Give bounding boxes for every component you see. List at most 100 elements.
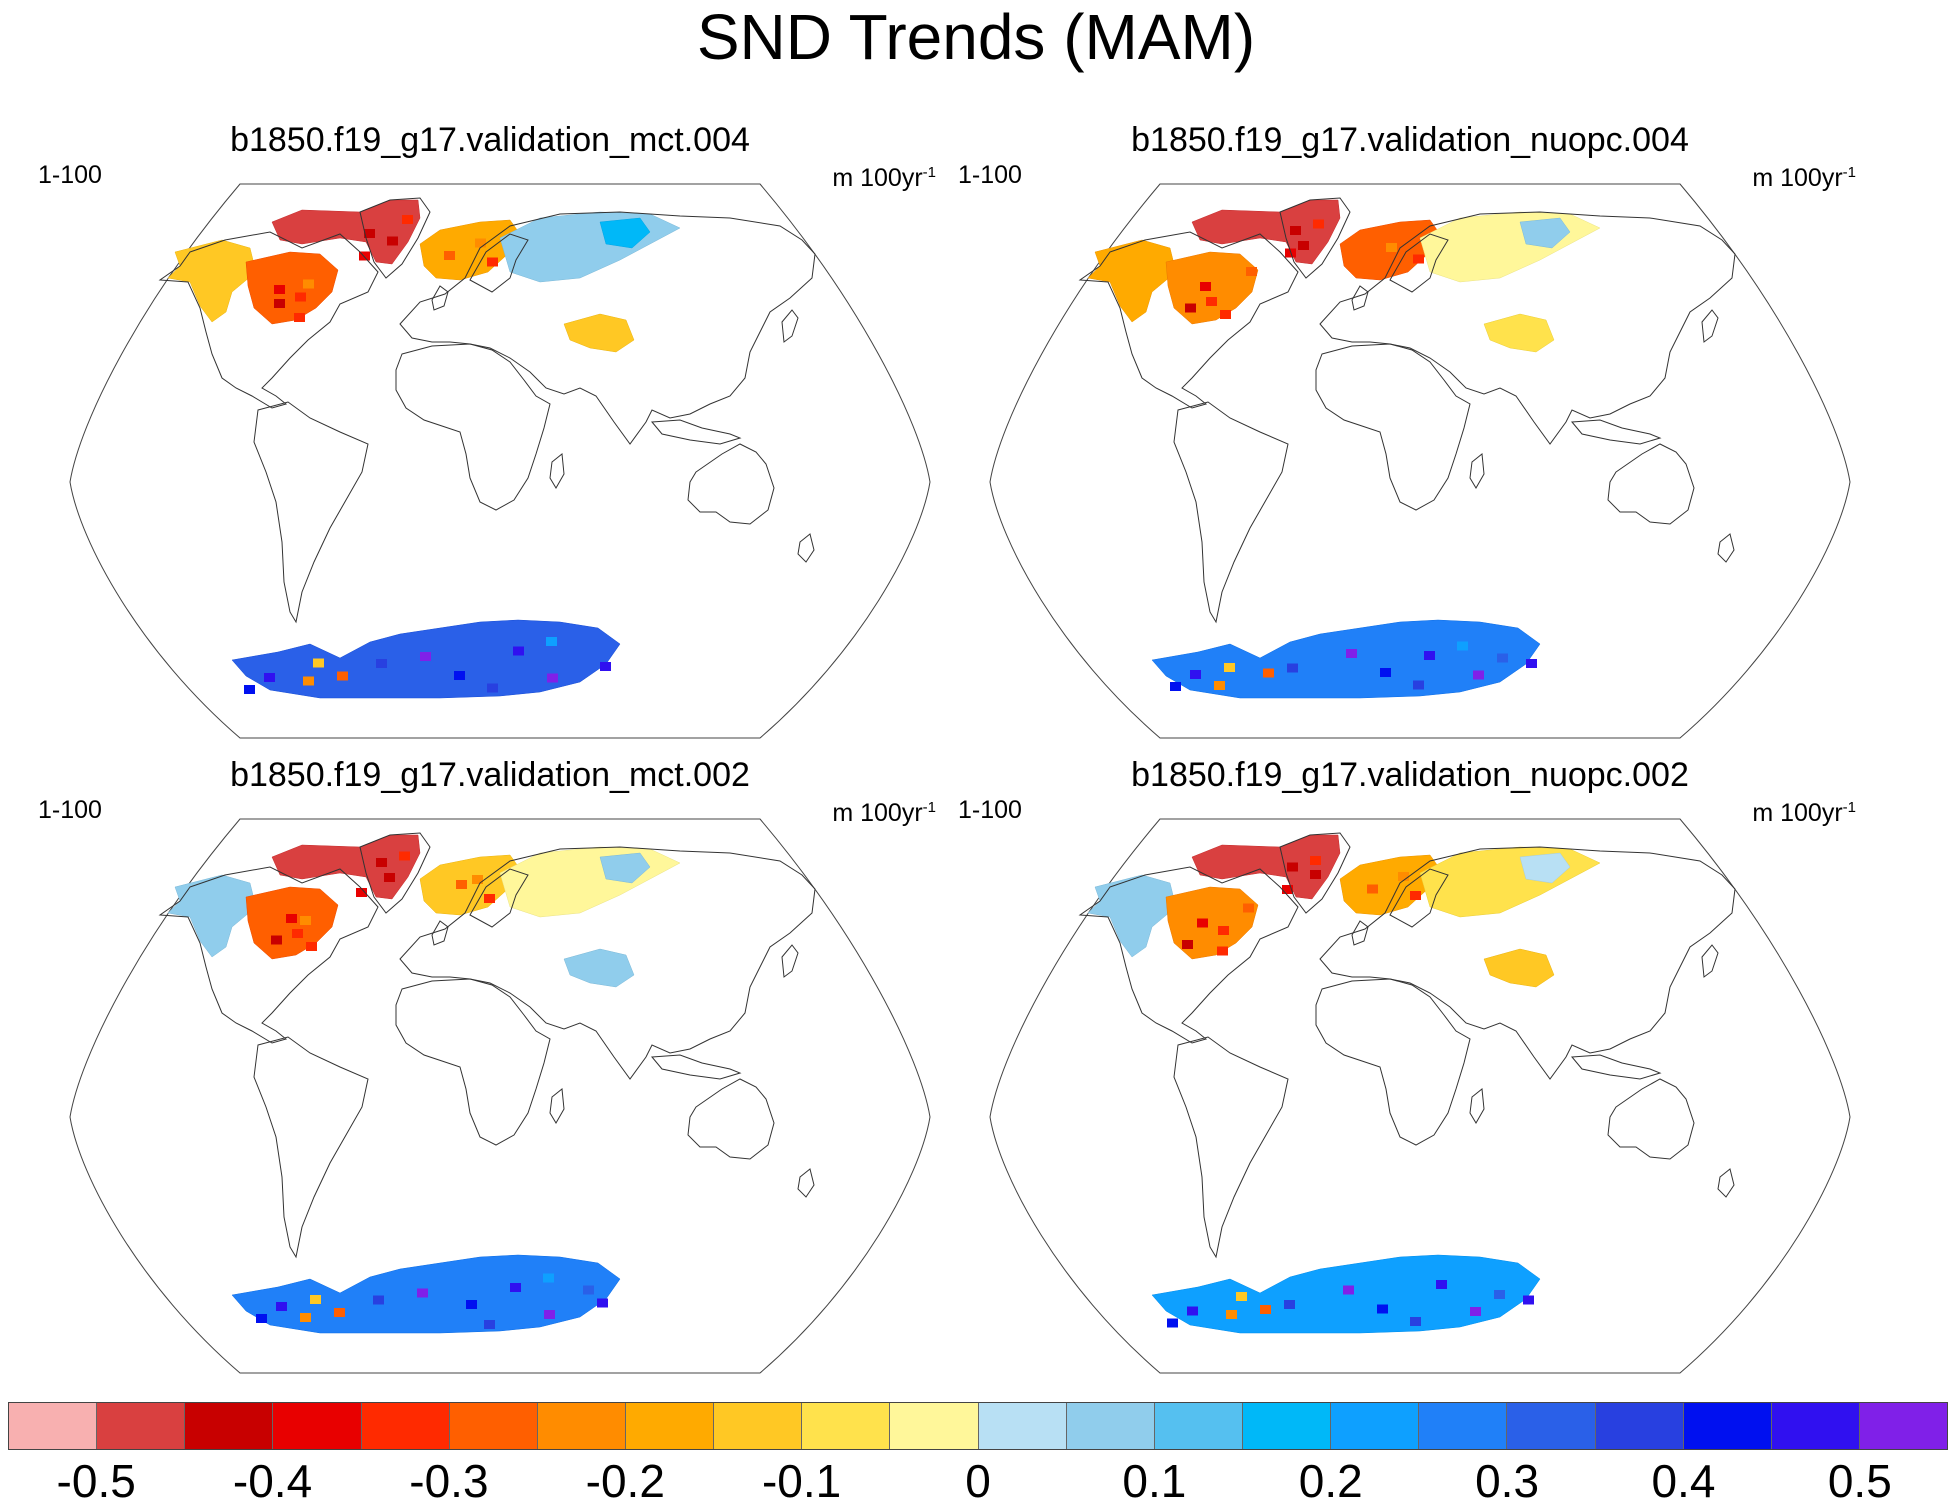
colorbar-box	[273, 1403, 362, 1449]
panel-title: b1850.f19_g17.validation_mct.004	[230, 121, 750, 159]
colorbar-box	[1859, 1403, 1948, 1449]
trend-cell	[276, 1302, 287, 1311]
trend-cell	[402, 215, 413, 224]
trend-region-north-america-east	[245, 251, 339, 325]
colorbar-tick-label: -0.3	[409, 1455, 489, 1507]
colorbar-tick-label: 0.5	[1827, 1455, 1892, 1507]
trend-cell	[1182, 940, 1193, 949]
map-canvas	[69, 183, 931, 739]
map-panel-2: b1850.f19_g17.validation_nuopc.004 1-100…	[940, 120, 1880, 740]
trend-cell	[456, 880, 467, 889]
trend-cell	[337, 671, 348, 681]
colorbar-box	[714, 1403, 803, 1449]
trend-cell	[600, 662, 611, 671]
coastline-samerica	[1173, 401, 1289, 624]
coastlines	[1078, 197, 1736, 624]
trend-cell	[1523, 1295, 1534, 1305]
map-panel-1: b1850.f19_g17.validation_mct.004 1-100 m…	[20, 120, 960, 740]
trend-cell	[444, 251, 455, 260]
colorbar-box	[978, 1403, 1067, 1449]
colorbar-box	[802, 1403, 891, 1449]
trend-cell	[1190, 670, 1201, 679]
panel-title: b1850.f19_g17.validation_nuopc.002	[1131, 756, 1689, 794]
coastline-japan	[1701, 944, 1719, 978]
trend-cell	[1243, 903, 1254, 913]
coastline-africa	[395, 978, 551, 1146]
coastline-australia	[687, 443, 775, 525]
coastline-namerica	[158, 231, 379, 409]
map-panel-3: b1850.f19_g17.validation_mct.002 1-100 m…	[20, 755, 960, 1375]
trend-cell	[1287, 663, 1298, 673]
coastline-scandinavia	[1389, 233, 1449, 293]
trend-cell	[466, 1300, 477, 1309]
trend-cell	[387, 236, 398, 246]
coastline-namerica	[1078, 866, 1299, 1044]
trend-cell	[1470, 1307, 1481, 1316]
trend-cell	[1298, 241, 1309, 250]
coastlines	[158, 197, 816, 624]
trend-cell	[1370, 248, 1381, 257]
colorbar	[8, 1402, 1948, 1450]
trend-cell	[1282, 885, 1293, 894]
trend-cell	[310, 1295, 321, 1304]
coastline-greenland	[359, 197, 431, 279]
colorbar-box	[1683, 1403, 1772, 1449]
coastline-greenland	[359, 832, 431, 914]
coastline-namerica	[1078, 231, 1299, 409]
trend-cell	[1454, 1278, 1465, 1287]
trend-cell	[586, 649, 597, 658]
trend-cell	[1380, 668, 1391, 677]
coastline-australia	[687, 1078, 775, 1160]
coastline-africa	[395, 343, 551, 511]
colorbar-tick-label: 0.1	[1122, 1455, 1187, 1507]
coastline-japan	[781, 944, 799, 978]
trend-cell	[484, 894, 495, 903]
trend-cell	[510, 1283, 521, 1292]
trend-cell	[513, 646, 524, 656]
trend-cell	[1290, 226, 1301, 235]
trend-cell	[303, 279, 314, 289]
trend-cell	[597, 1298, 608, 1308]
trend-cell	[1410, 1317, 1421, 1326]
map-canvas	[989, 183, 1851, 739]
trend-cell	[547, 673, 558, 683]
colorbar-tick-label: 0.4	[1651, 1455, 1716, 1507]
coastline-indonesia	[650, 1054, 742, 1080]
trend-cell	[1217, 946, 1228, 956]
colorbar-box	[1419, 1403, 1508, 1449]
trend-cell	[1410, 891, 1421, 900]
coastline-indonesia	[1570, 419, 1662, 445]
trend-cell	[1377, 1304, 1388, 1314]
coastlines	[158, 832, 816, 1259]
trend-cell	[1497, 653, 1508, 663]
colorbar-box	[1771, 1403, 1860, 1449]
coastline-namerica	[158, 866, 379, 1044]
coastline-eurasia	[399, 211, 816, 445]
trend-cell	[1284, 1300, 1295, 1309]
trend-cell	[1343, 1285, 1354, 1295]
trend-cell	[399, 851, 410, 861]
trend-region-siberia-east	[599, 852, 651, 884]
trend-cell	[454, 671, 465, 680]
world-map	[960, 817, 1880, 1375]
trend-cell	[1436, 1280, 1447, 1289]
coastlines	[1078, 832, 1736, 1259]
colorbar-box	[449, 1403, 538, 1449]
trend-cell	[484, 1320, 495, 1329]
map-canvas	[69, 818, 931, 1374]
map-panel-4: b1850.f19_g17.validation_nuopc.002 1-100…	[940, 755, 1880, 1375]
units-label: m 100yr-1	[832, 799, 936, 827]
trend-region-antarctica	[1151, 619, 1541, 699]
trend-region-north-america-west	[1087, 874, 1177, 958]
trend-region-tibet	[1483, 948, 1555, 988]
figure-title: SND Trends (MAM)	[696, 1, 1256, 73]
trend-cell	[544, 1310, 555, 1319]
colorbar-box	[1507, 1403, 1596, 1449]
trend-cell	[303, 676, 314, 686]
colorbar-tick-label: 0.2	[1298, 1455, 1363, 1507]
colorbar-box	[361, 1403, 450, 1449]
trend-cell	[1185, 303, 1196, 313]
world-map	[960, 182, 1880, 740]
coastline-uk	[1351, 920, 1369, 946]
trend-cell	[1367, 884, 1378, 894]
